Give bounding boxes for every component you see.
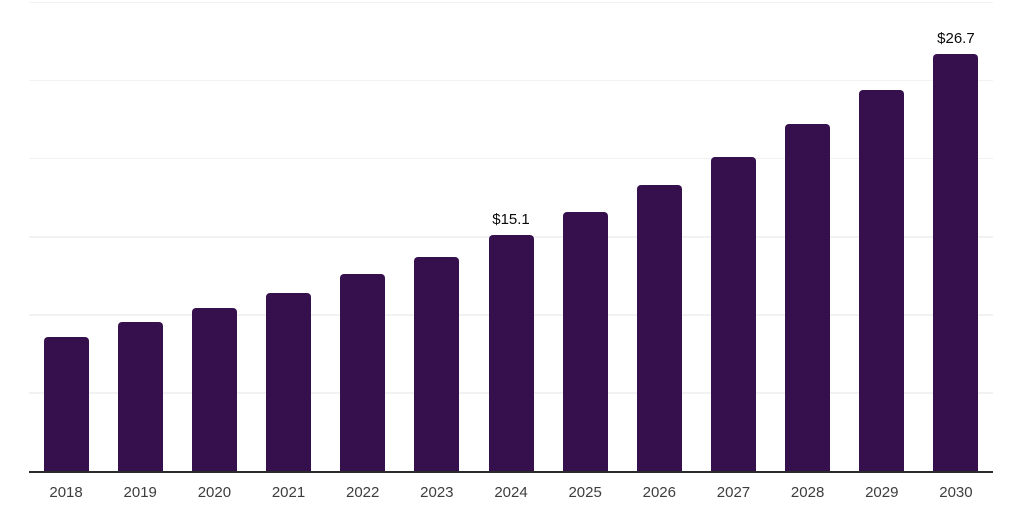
bar-value-label-2024: $15.1: [492, 210, 530, 228]
bar-2023: [414, 256, 460, 471]
x-axis-tick-label-2022: 2022: [346, 484, 380, 501]
plot-area: $15.1 $26.7: [29, 1, 993, 473]
x-axis-tick-label-2027: 2027: [716, 484, 751, 501]
x-axis-labels: 2018 2019 2020 2021 2022 2023 2024 2025 2026 2027…: [29, 483, 993, 505]
x-axis-tick-label-2029: 2029: [865, 484, 899, 501]
x-axis-tick-label-2019: 2019: [123, 484, 157, 501]
bar-2019: [117, 322, 163, 471]
bar-2025: [562, 211, 608, 471]
x-axis-tick-label-2026: 2026: [642, 484, 676, 501]
bar-2029: [859, 89, 905, 471]
bar-2027: [710, 156, 756, 471]
x-axis-line: [29, 471, 993, 473]
bar-2030: [933, 53, 979, 471]
x-axis-tick-label-2020: 2020: [197, 484, 232, 501]
x-axis-tick-label-2023: 2023: [420, 484, 454, 501]
bar-value-label-2030: $26.7: [937, 29, 975, 47]
bar-2026: [636, 184, 682, 471]
bar-2022: [340, 274, 386, 471]
x-axis-tick-label-2024: 2024: [494, 484, 528, 501]
x-axis-tick-label-2018: 2018: [49, 484, 83, 501]
x-axis-tick-label-2028: 2028: [790, 484, 825, 501]
gridline: [29, 79, 993, 82]
gridline: [29, 157, 993, 160]
bar-2021: [266, 292, 312, 471]
x-axis-tick-label-2030: 2030: [939, 484, 973, 501]
bar-2018: [43, 336, 89, 471]
x-axis-tick-label-2025: 2025: [568, 484, 602, 501]
gridline: [29, 1, 993, 3]
bar-2028: [785, 123, 831, 471]
bar-2024: [488, 234, 534, 471]
bar-2020: [191, 308, 237, 471]
x-axis-tick-label-2021: 2021: [271, 484, 306, 501]
